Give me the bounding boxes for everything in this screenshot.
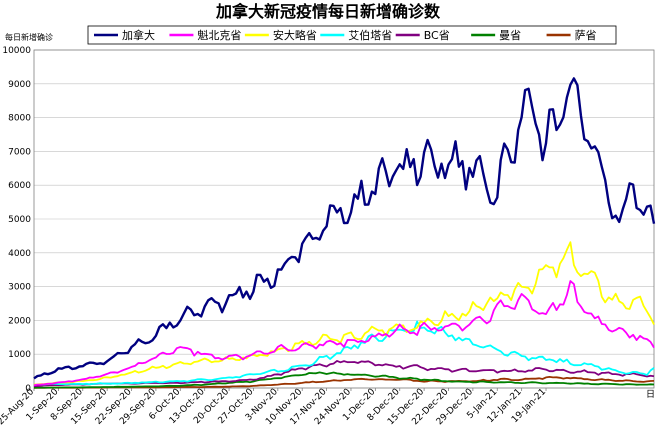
legend-label: 曼省	[499, 29, 521, 42]
x-axis-end-label: 日	[646, 389, 655, 400]
legend-label: 安大略省	[273, 28, 317, 42]
legend: 加拿大 魁北克省 安大略省 艾伯塔省 BC省 曼省 萨省	[87, 25, 617, 45]
legend-box	[87, 25, 617, 45]
series-line	[33, 371, 655, 389]
legend-label: 加拿大	[122, 28, 155, 42]
series-line	[33, 280, 655, 387]
legend-label: BC省	[424, 29, 450, 42]
y-tick-label: 4000	[8, 249, 31, 259]
legend-label: 萨省	[575, 29, 597, 42]
legend-label: 魁北克省	[197, 28, 241, 42]
y-tick-label: 6000	[8, 181, 31, 191]
y-tick-label: 3000	[8, 283, 31, 293]
legend-label: 艾伯塔省	[348, 28, 392, 42]
chart-title: 加拿大新冠疫情每日新增确诊数	[215, 2, 441, 21]
y-tick-label: 10000	[2, 46, 31, 56]
series-line	[33, 77, 656, 380]
y-tick-label: 5000	[8, 215, 31, 225]
y-tick-label: 2000	[8, 316, 31, 326]
series-line	[33, 241, 655, 386]
series-layer	[33, 77, 656, 389]
y-tick-label: 0	[25, 384, 31, 394]
y-tick-label: 9000	[8, 80, 31, 90]
y-axis-label: 每日新增确诊	[5, 32, 53, 42]
y-tick-label: 1000	[8, 350, 31, 360]
y-tick-label: 7000	[8, 147, 31, 157]
y-tick-label: 8000	[8, 114, 31, 124]
